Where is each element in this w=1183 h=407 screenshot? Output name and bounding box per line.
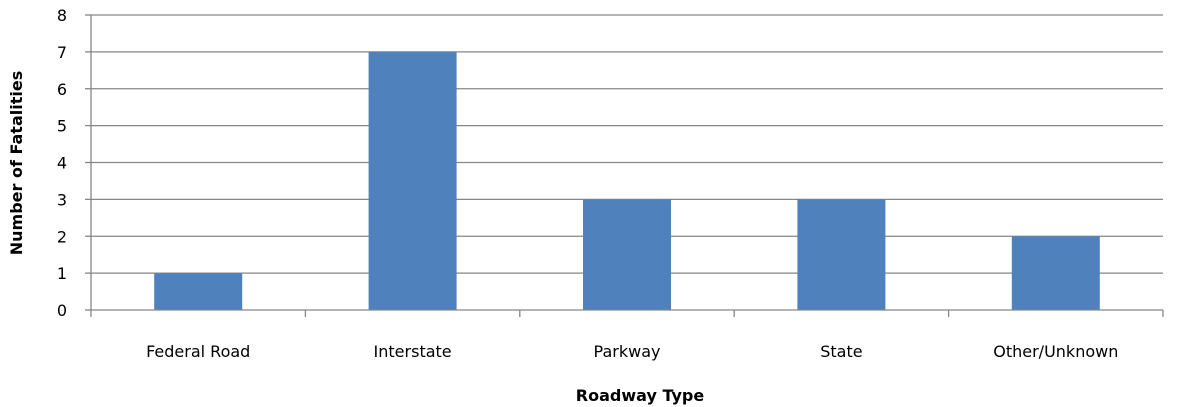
x-tick-label: Other/Unknown xyxy=(993,342,1118,361)
axes xyxy=(85,14,1164,317)
bar xyxy=(368,51,457,310)
y-tick-label: 0 xyxy=(57,301,67,320)
bar xyxy=(797,199,886,310)
y-tick-label: 8 xyxy=(57,6,67,25)
y-axis-title: Number of Fatalities xyxy=(7,71,26,255)
y-tick-label: 7 xyxy=(57,43,67,62)
x-tick-labels: Federal Road Interstate Parkway State Other/… xyxy=(146,342,1118,361)
bars xyxy=(154,51,1100,310)
bar xyxy=(154,273,243,310)
y-tick-label: 5 xyxy=(57,117,67,136)
y-tick-label: 1 xyxy=(57,264,67,283)
y-tick-label: 4 xyxy=(57,154,67,173)
y-tick-label: 6 xyxy=(57,80,67,99)
x-tick-label: State xyxy=(820,342,862,361)
x-tick-label: Parkway xyxy=(594,342,661,361)
bar xyxy=(1011,236,1100,310)
x-tick-label: Federal Road xyxy=(146,342,250,361)
x-tick-label: Interstate xyxy=(374,342,452,361)
y-tick-labels: 0 1 2 3 4 5 6 7 8 xyxy=(57,6,67,320)
bar xyxy=(583,199,671,310)
x-axis-title: Roadway Type xyxy=(576,386,705,405)
y-tick-label: 3 xyxy=(57,190,67,209)
y-tick-label: 2 xyxy=(57,227,67,246)
